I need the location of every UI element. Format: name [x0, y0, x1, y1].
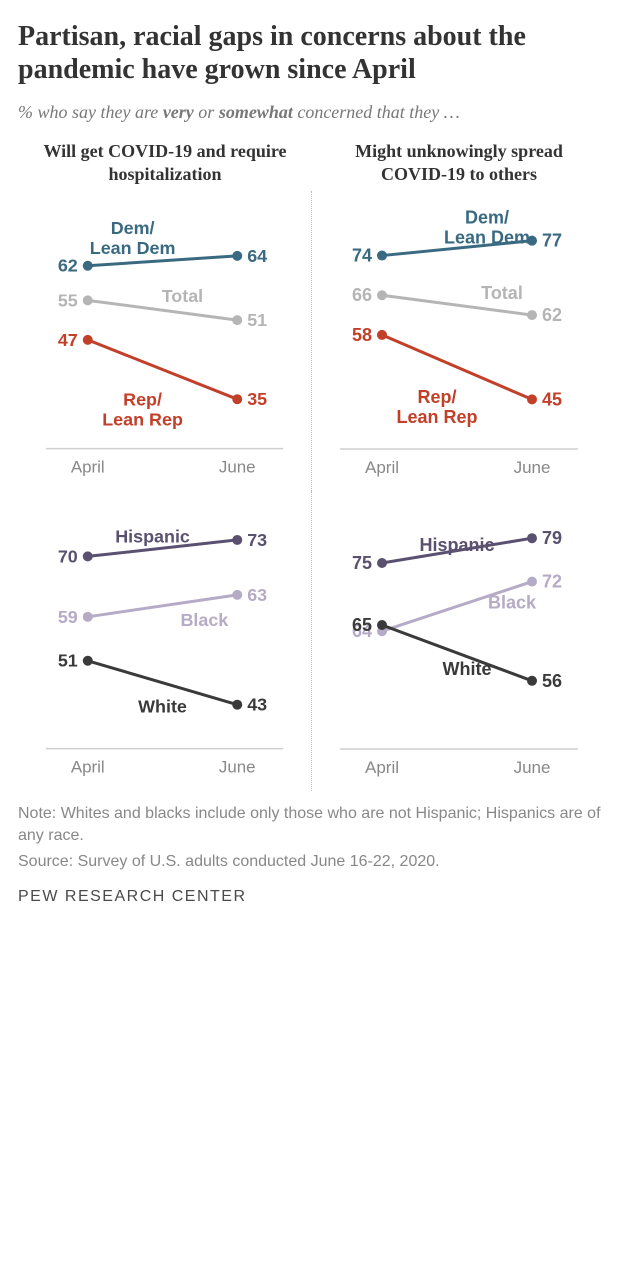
svg-text:65: 65 — [352, 615, 372, 635]
svg-text:35: 35 — [247, 390, 267, 410]
svg-text:Lean Dem: Lean Dem — [90, 238, 176, 258]
svg-text:66: 66 — [352, 286, 372, 306]
svg-text:72: 72 — [542, 572, 562, 592]
svg-text:White: White — [443, 659, 492, 679]
svg-text:Rep/: Rep/ — [417, 388, 456, 408]
svg-text:Rep/: Rep/ — [123, 390, 162, 410]
subtitle-emph: somewhat — [219, 102, 293, 122]
svg-text:64: 64 — [247, 246, 267, 266]
chart-title: Partisan, racial gaps in concerns about … — [18, 20, 606, 86]
chart-svg: April June 70 73 Hispanic 59 63 Black 51 43 White — [18, 491, 311, 791]
svg-text:51: 51 — [58, 651, 78, 671]
subtitle-part: or — [194, 102, 219, 122]
svg-text:Hispanic: Hispanic — [115, 527, 190, 547]
chart-svg: April June 74 77 Dem/Lean Dem 66 62 Total 58 45 Re… — [312, 191, 606, 491]
svg-text:43: 43 — [247, 695, 267, 715]
panel-top-left: April June 62 64 Dem/Lean Dem 55 51 Total 47 35 Re… — [18, 191, 312, 491]
svg-text:Lean Rep: Lean Rep — [102, 410, 183, 430]
svg-text:April: April — [71, 458, 105, 477]
panel-bot-right: AprilJune7579Hispanic6472Black6556White — [312, 491, 606, 791]
svg-text:51: 51 — [247, 310, 267, 330]
svg-text:Dem/: Dem/ — [465, 208, 509, 228]
svg-text:June: June — [514, 758, 551, 777]
brand-label: PEW RESEARCH CENTER — [18, 888, 606, 906]
svg-text:75: 75 — [352, 553, 372, 573]
svg-text:62: 62 — [58, 256, 78, 276]
subtitle-emph: very — [163, 102, 194, 122]
svg-text:56: 56 — [542, 671, 562, 691]
svg-text:Hispanic: Hispanic — [419, 535, 494, 555]
chart-subtitle: % who say they are very or somewhat conc… — [18, 100, 606, 124]
svg-text:45: 45 — [542, 390, 562, 410]
subtitle-part: % who say they are — [18, 102, 163, 122]
chart-note: Note: Whites and blacks include only tho… — [18, 803, 606, 846]
svg-text:Lean Dem: Lean Dem — [444, 228, 530, 248]
svg-text:Total: Total — [481, 284, 523, 304]
svg-text:April: April — [365, 758, 399, 777]
svg-text:April: April — [71, 758, 105, 777]
svg-text:70: 70 — [58, 547, 78, 567]
chart-svg: April June 62 64 Dem/Lean Dem 55 51 Total 47 35 Re… — [18, 191, 311, 491]
svg-text:Total: Total — [162, 287, 203, 307]
svg-text:58: 58 — [352, 325, 372, 345]
svg-text:Black: Black — [180, 610, 228, 630]
svg-text:Lean Rep: Lean Rep — [396, 408, 477, 428]
svg-text:Black: Black — [488, 593, 537, 613]
svg-text:White: White — [138, 697, 187, 717]
col-header-left: Will get COVID-19 and require hospitaliz… — [18, 140, 312, 191]
chart-source: Source: Survey of U.S. adults conducted … — [18, 851, 606, 873]
panel-top-right: April June 74 77 Dem/Lean Dem 66 62 Total 58 45 Re… — [312, 191, 606, 491]
chart-svg: AprilJune7579Hispanic6472Black6556White — [312, 491, 606, 791]
svg-text:June: June — [514, 458, 551, 477]
svg-text:62: 62 — [542, 305, 562, 325]
subtitle-part: concerned that they … — [293, 102, 460, 122]
svg-text:74: 74 — [352, 246, 372, 266]
svg-text:59: 59 — [58, 607, 78, 627]
svg-text:63: 63 — [247, 585, 267, 605]
svg-text:55: 55 — [58, 291, 78, 311]
panel-bot-left: April June 70 73 Hispanic 59 63 Black 51 43 White — [18, 491, 312, 791]
svg-text:47: 47 — [58, 330, 78, 350]
svg-text:April: April — [365, 458, 399, 477]
chart-grid: Will get COVID-19 and require hospitaliz… — [18, 140, 606, 791]
col-header-right: Might unknowingly spread COVID-19 to oth… — [312, 140, 606, 191]
svg-text:77: 77 — [542, 231, 562, 251]
svg-text:79: 79 — [542, 529, 562, 549]
svg-text:73: 73 — [247, 530, 267, 550]
svg-text:Dem/: Dem/ — [111, 218, 155, 238]
svg-text:June: June — [219, 758, 256, 777]
svg-text:June: June — [219, 458, 256, 477]
